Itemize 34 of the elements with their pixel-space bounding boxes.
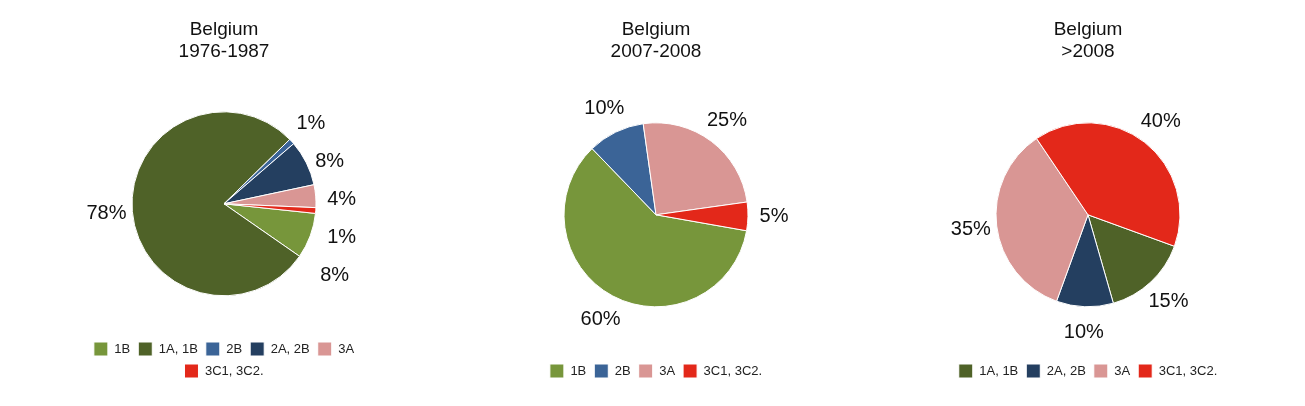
chart-subtitle: 1976-1987 (178, 40, 270, 62)
data-label: 10% (1063, 320, 1105, 343)
legend-label: 1B (114, 340, 131, 356)
data-label: 4% (327, 187, 357, 210)
data-label: 8% (315, 149, 345, 172)
data-label: 40% (1140, 109, 1181, 132)
data-label: 1% (296, 111, 326, 134)
legend-label: 3A (338, 340, 355, 356)
legend-label: 3C1, 3C2. (1158, 362, 1218, 378)
legend-label: 3A (659, 362, 676, 378)
data-label: 5% (759, 204, 789, 227)
data-label: 10% (584, 96, 625, 119)
chart-subtitle: >2008 (1061, 40, 1115, 62)
data-label: 8% (320, 263, 350, 286)
data-label: 35% (950, 216, 992, 239)
chart-title: Belgium (189, 17, 259, 39)
chart-title: Belgium (621, 17, 691, 39)
data-label: 78% (86, 201, 127, 224)
legend-label: 3C1, 3C2. (703, 362, 763, 378)
chart-title: Belgium (1053, 17, 1123, 39)
data-label: 15% (1148, 288, 1189, 311)
data-label: 60% (580, 306, 621, 329)
legend-label: 2B (614, 362, 631, 378)
legend-label: 1A, 1B (979, 362, 1019, 378)
legend-label: 2A, 2B (1046, 362, 1086, 378)
legend-label: 3C1, 3C2. (204, 362, 264, 378)
data-label: 25% (707, 108, 748, 131)
legend-label: 1A, 1B (158, 340, 198, 356)
legend-label: 2B (226, 340, 243, 356)
legend-label: 1B (570, 362, 587, 378)
chart-subtitle: 2007-2008 (610, 40, 702, 62)
data-label: 1% (327, 225, 357, 248)
legend-label: 2A, 2B (270, 340, 310, 356)
legend-label: 3A (1114, 362, 1131, 378)
